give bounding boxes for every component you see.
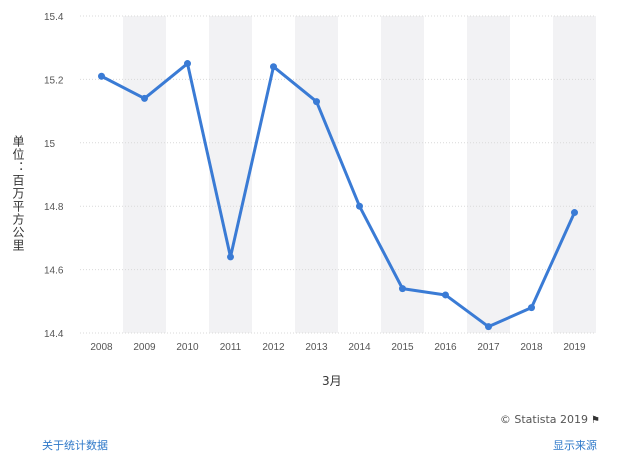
series-line <box>100 62 576 329</box>
line-chart: 14.4 14.6 14.8 15 15.2 15.4 2008 2009 2010 2011 20… <box>44 12 596 353</box>
x-tick-label: 2008 <box>90 342 113 353</box>
y-tick-label: 14.8 <box>44 202 64 213</box>
data-point <box>571 209 578 217</box>
x-tick-label: 2009 <box>133 342 156 353</box>
statista-credit: © Statista 2019 ⚑ <box>500 413 600 426</box>
y-tick-label: 14.4 <box>44 329 64 340</box>
column-band <box>553 16 596 333</box>
y-tick-label: 15 <box>44 139 56 150</box>
y-tick-label: 15.4 <box>44 12 64 23</box>
y-tick-label: 15.2 <box>44 75 64 86</box>
x-tick-label: 2013 <box>305 342 328 353</box>
x-tick-label: 2017 <box>477 342 500 353</box>
column-band <box>381 16 424 333</box>
x-tick-label: 2016 <box>434 342 457 353</box>
column-band <box>123 16 166 333</box>
data-point <box>528 304 535 312</box>
column-band <box>467 16 510 333</box>
data-point <box>141 94 148 102</box>
x-tick-label: 2018 <box>520 342 543 353</box>
data-point <box>399 285 406 293</box>
data-point <box>98 72 105 80</box>
x-tick-label: 2011 <box>220 342 242 353</box>
column-band <box>295 16 338 333</box>
x-tick-label: 2014 <box>348 342 371 353</box>
data-point <box>184 60 191 68</box>
show-source-link[interactable]: 显示来源 <box>553 439 597 452</box>
column-band <box>209 16 252 333</box>
y-axis-label: 单位：百万平方公里 <box>11 135 25 252</box>
data-point <box>485 323 492 331</box>
x-tick-label: 2015 <box>391 342 414 353</box>
data-point <box>356 202 363 210</box>
x-tick-label: 2019 <box>563 342 586 353</box>
credit-text: © Statista 2019 <box>499 413 589 426</box>
data-point <box>313 98 320 106</box>
flag-icon[interactable]: ⚑ <box>591 415 600 426</box>
x-tick-label: 2012 <box>262 342 285 353</box>
data-point <box>270 63 277 71</box>
about-statistics-link[interactable]: 关于统计数据 <box>42 439 108 452</box>
data-point <box>442 291 449 299</box>
y-tick-label: 14.6 <box>44 266 64 277</box>
data-point <box>227 253 234 261</box>
x-axis-label: 3月 <box>322 374 342 388</box>
x-tick-label: 2010 <box>176 342 199 353</box>
